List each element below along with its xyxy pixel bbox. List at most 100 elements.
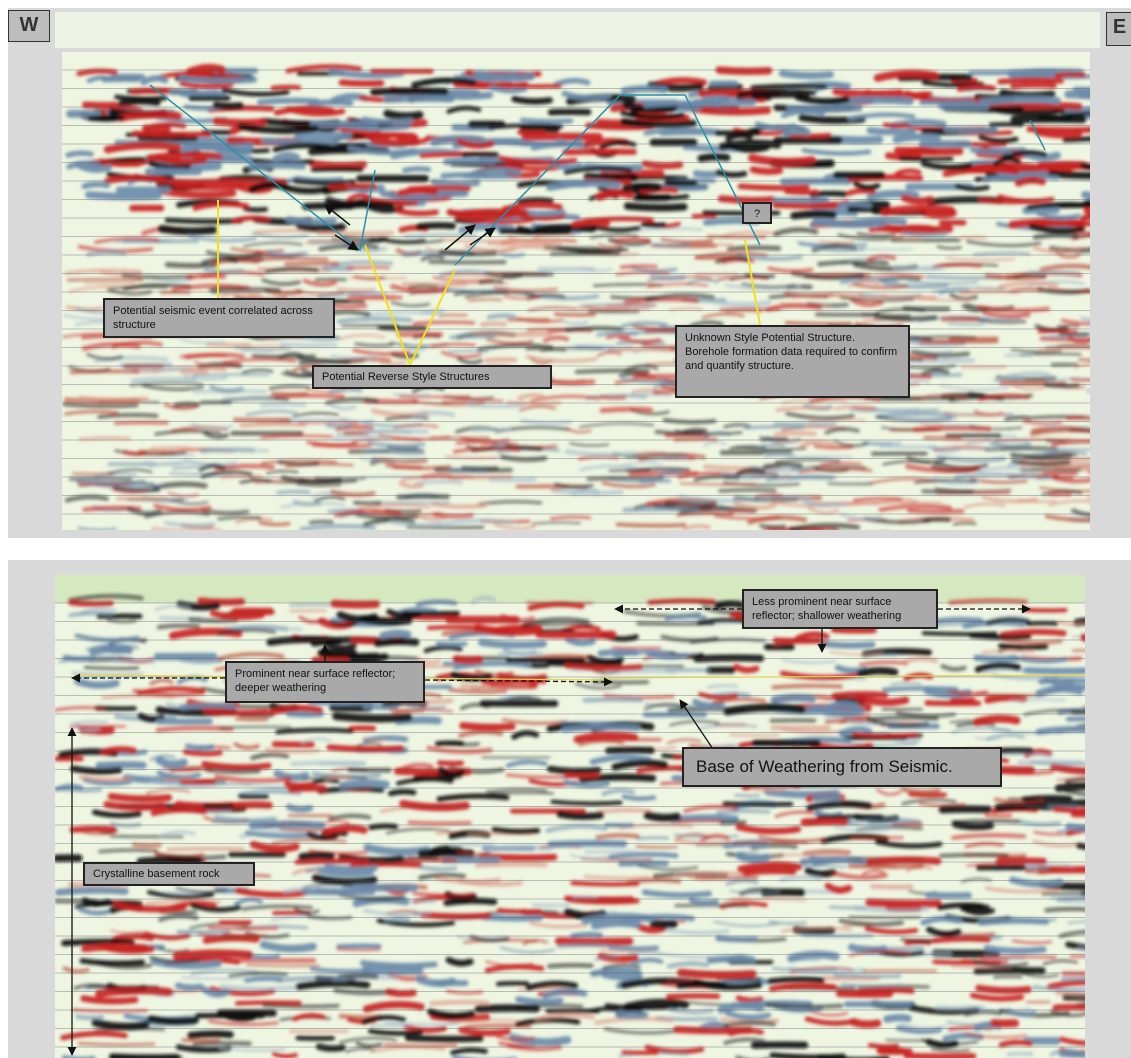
seismic-wavelet bbox=[325, 423, 354, 429]
seismic-wavelet bbox=[308, 159, 368, 170]
seismic-wavelet bbox=[80, 995, 139, 1005]
seismic-wavelet bbox=[963, 904, 990, 911]
seismic-wavelet bbox=[1042, 471, 1078, 476]
seismic-wavelet bbox=[847, 943, 888, 955]
seismic-wavelet bbox=[1070, 377, 1090, 382]
weathering-base bbox=[599, 674, 1086, 679]
seismic-wavelet bbox=[478, 638, 548, 649]
seismic-wavelet bbox=[579, 464, 637, 472]
seismic-wavelet bbox=[733, 663, 760, 674]
seismic-wavelet bbox=[194, 361, 240, 368]
seismic-wavelet bbox=[942, 411, 1011, 417]
seismic-wavelet bbox=[866, 127, 916, 136]
seismic-wavelet bbox=[733, 839, 808, 845]
seismic-wavelet bbox=[842, 501, 917, 507]
seismic-wavelet bbox=[707, 83, 743, 91]
seismic-wavelet bbox=[234, 717, 269, 722]
seismic-wavelet bbox=[86, 985, 160, 989]
seismic-wavelet bbox=[349, 860, 423, 870]
seismic-wavelet bbox=[966, 862, 1026, 867]
seismic-wavelet bbox=[430, 178, 481, 187]
seismic-wavelet bbox=[931, 936, 991, 944]
seismic-wavelet bbox=[1050, 344, 1090, 349]
seismic-wavelet bbox=[330, 599, 380, 609]
seismic-wavelet bbox=[899, 146, 938, 157]
seismic-wavelet bbox=[578, 422, 655, 429]
seismic-wavelet bbox=[1005, 1008, 1037, 1017]
seismic-wavelet bbox=[446, 350, 490, 353]
seismic-wavelet bbox=[1009, 654, 1069, 664]
seismic-wavelet bbox=[835, 989, 894, 998]
seismic-wavelet bbox=[336, 287, 376, 292]
seismic-wavelet bbox=[784, 321, 853, 326]
seismic-wavelet bbox=[1064, 106, 1090, 113]
seismic-wavelet bbox=[1039, 263, 1090, 272]
seismic-wavelet bbox=[694, 875, 759, 880]
seismic-wavelet bbox=[385, 415, 429, 421]
seismic-wavelet bbox=[735, 445, 807, 451]
seismic-wavelet bbox=[853, 282, 909, 290]
seismic-wavelet bbox=[818, 640, 876, 649]
seismic-wavelet bbox=[233, 897, 264, 907]
seismic-wavelet bbox=[674, 429, 743, 436]
seismic-wavelet bbox=[145, 788, 191, 795]
seismic-wavelet bbox=[493, 286, 558, 293]
seismic-wavelet bbox=[332, 435, 392, 441]
seismic-wavelet bbox=[1054, 106, 1090, 118]
seismic-wavelet bbox=[798, 114, 866, 125]
seismic-wavelet bbox=[877, 411, 954, 419]
seismic-wavelet bbox=[865, 898, 942, 908]
seismic-wavelet bbox=[722, 840, 769, 849]
seismic-wavelet bbox=[506, 1043, 563, 1052]
seismic-wavelet bbox=[889, 413, 958, 423]
seismic-wavelet bbox=[87, 114, 125, 121]
seismic-wavelet bbox=[722, 801, 794, 807]
seismic-wavelet bbox=[261, 278, 302, 287]
seismic-wavelet bbox=[889, 681, 922, 686]
seismic-wavelet bbox=[401, 166, 431, 173]
seismic-wavelet bbox=[511, 95, 553, 105]
seismic-wavelet bbox=[197, 597, 246, 606]
seismic-wavelet bbox=[485, 337, 534, 345]
seismic-wavelet bbox=[383, 109, 424, 121]
seismic-wavelet bbox=[1043, 676, 1075, 687]
seismic-wavelet bbox=[1071, 508, 1090, 517]
seismic-wavelet bbox=[121, 273, 194, 280]
seismic-wavelet bbox=[588, 1006, 620, 1014]
seismic-wavelet bbox=[952, 521, 977, 526]
seismic-wavelet bbox=[474, 1004, 540, 1013]
seismic-wavelet bbox=[615, 1010, 649, 1019]
seismic-wavelet bbox=[338, 779, 390, 790]
seismic-wavelet bbox=[379, 189, 443, 201]
seismic-wavelet bbox=[208, 384, 244, 394]
annotation: Base of Weathering from Seismic. bbox=[682, 747, 1002, 787]
seismic-wavelet bbox=[712, 697, 767, 705]
seismic-wavelet bbox=[355, 1041, 383, 1049]
seismic-wavelet bbox=[700, 833, 730, 843]
seismic-wavelet bbox=[964, 1032, 1028, 1039]
seismic-wavelet bbox=[868, 226, 937, 233]
seismic-wavelet bbox=[499, 946, 555, 954]
seismic-wavelet bbox=[735, 467, 766, 476]
seismic-wavelet bbox=[396, 777, 454, 786]
seismic-wavelet bbox=[978, 319, 1026, 324]
seismic-wavelet bbox=[939, 853, 1009, 858]
seismic-wavelet bbox=[352, 348, 411, 356]
seismic-wavelet bbox=[698, 692, 739, 700]
pointer-lines bbox=[217, 200, 761, 366]
seismic-wavelet bbox=[1054, 72, 1086, 78]
seismic-wavelet bbox=[1062, 136, 1090, 143]
seismic-wavelet bbox=[943, 126, 998, 134]
annotation: Potential Reverse Style Structures bbox=[312, 365, 552, 389]
seismic-wavelet bbox=[931, 1048, 971, 1053]
seismic-wavelet bbox=[741, 867, 797, 877]
seismic-wavelet bbox=[248, 162, 306, 171]
seismic-wavelet bbox=[203, 708, 269, 716]
seismic-wavelet bbox=[1039, 336, 1090, 342]
seismic-wavelet bbox=[268, 704, 323, 716]
seismic-wavelet bbox=[336, 611, 379, 624]
seismic-wavelet bbox=[909, 349, 970, 358]
seismic-wavelet bbox=[1047, 979, 1085, 990]
seismic-wavelet bbox=[760, 437, 790, 443]
seismic-wavelet bbox=[1025, 868, 1054, 875]
